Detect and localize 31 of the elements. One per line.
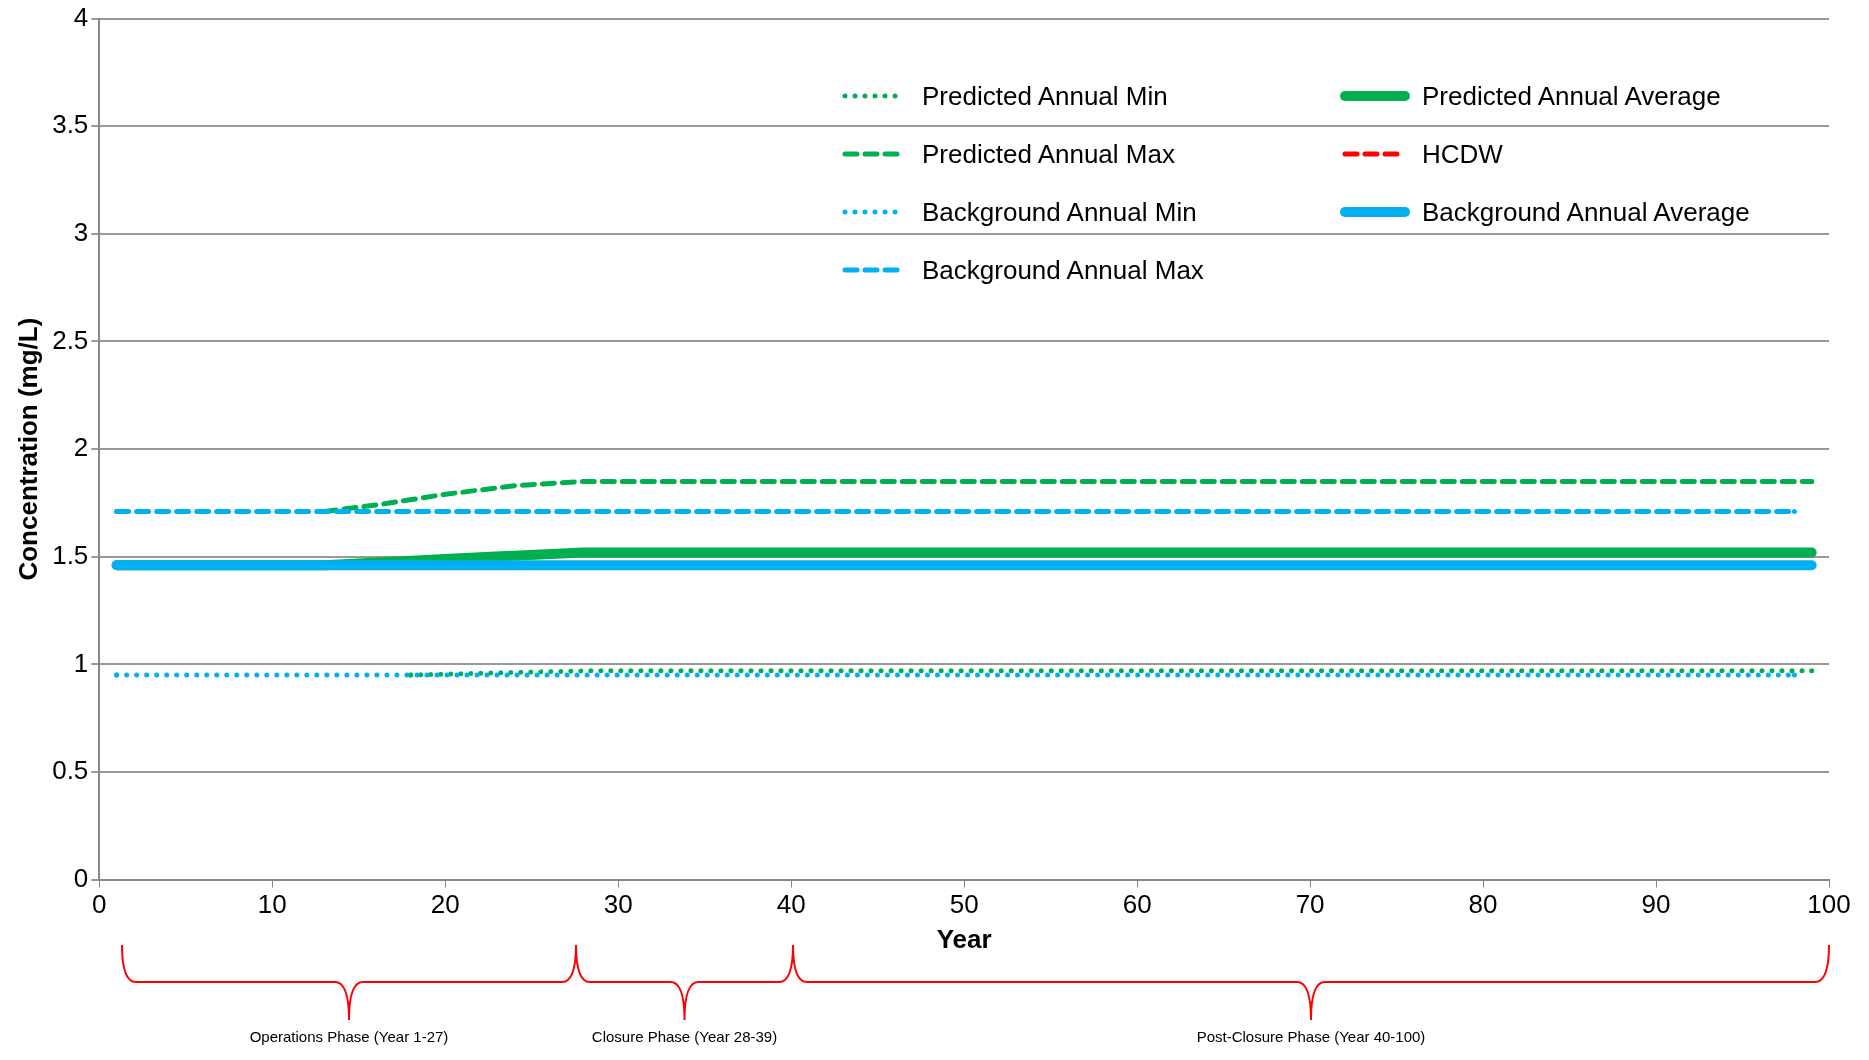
y-tick-label: 2 — [73, 432, 89, 463]
x-tick-label: 60 — [1122, 889, 1152, 920]
y-tick-label: 3 — [73, 217, 89, 248]
text: Closure Phase (Year 28-39) — [590, 1028, 779, 1046]
y-tick-label: 2.5 — [52, 324, 89, 355]
x-axis-title: Year — [936, 923, 992, 954]
x-tick-label: 40 — [776, 889, 806, 920]
y-tick-label: 3.5 — [52, 109, 89, 140]
legend-label: HCDW — [1422, 138, 1503, 170]
x-tick-label: 100 — [1807, 889, 1851, 920]
x-tick-label: 70 — [1295, 889, 1325, 920]
legend-label: Predicted Annual Average — [1422, 80, 1721, 112]
x-tick-label: 20 — [430, 889, 460, 920]
y-tick-label: 1.5 — [52, 539, 89, 570]
legend-label: Predicted Annual Min — [922, 80, 1168, 112]
y-axis-title: Concentration (mg/L) — [12, 317, 43, 581]
legend-label: Predicted Annual Max — [922, 138, 1175, 170]
text: Post-Closure Phase (Year 40-100) — [1195, 1028, 1427, 1046]
x-tick-label: 50 — [949, 889, 979, 920]
legend-label: Background Annual Max — [922, 254, 1204, 286]
y-tick-label: 4 — [73, 1, 89, 32]
y-tick-label: 0.5 — [52, 755, 89, 786]
y-tick-label: 0 — [73, 862, 89, 893]
x-tick-label: 30 — [603, 889, 633, 920]
text: Operations Phase (Year 1-27) — [248, 1028, 450, 1046]
legend-label: Background Annual Min — [922, 196, 1197, 228]
y-tick-label: 1 — [73, 647, 89, 678]
x-tick-label: 10 — [257, 889, 287, 920]
legend-label: Background Annual Average — [1422, 196, 1750, 228]
x-tick-label: 80 — [1468, 889, 1498, 920]
x-tick-label: 90 — [1641, 889, 1671, 920]
